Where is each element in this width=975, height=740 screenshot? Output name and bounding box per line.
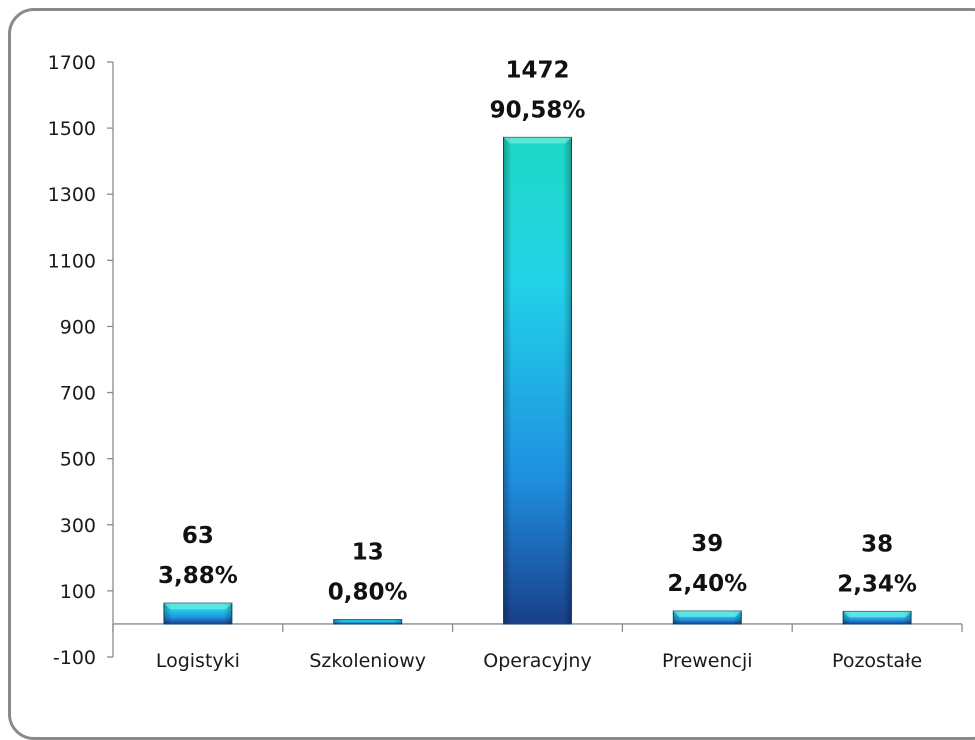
y-tick-label: 300: [60, 515, 96, 537]
y-tick-label: 100: [60, 581, 96, 603]
bar-bevel-top: [673, 611, 742, 618]
category-label: Szkoleniowy: [309, 650, 426, 672]
y-tick-label: 1300: [48, 184, 96, 206]
percent-label: 90,58%: [490, 97, 586, 123]
category-label: Pozostałe: [832, 650, 922, 672]
bar-bevel-top: [843, 611, 912, 618]
bar-bevel-top: [503, 137, 572, 144]
value-label: 38: [861, 531, 893, 557]
value-label: 39: [691, 531, 723, 557]
labels: Logistyki 63 3,88% Szkoleniowy 13 0,80% Operac…: [156, 57, 922, 672]
percent-label: 2,34%: [837, 571, 917, 597]
y-tick-label: -100: [53, 647, 96, 669]
value-label: 1472: [505, 57, 569, 83]
bar-bevel: [503, 137, 572, 624]
y-tick-label: 700: [60, 383, 96, 405]
value-label: 63: [182, 523, 214, 549]
percent-label: 3,88%: [158, 563, 238, 589]
y-tick-label: 1500: [48, 118, 96, 140]
category-label: Logistyki: [156, 650, 240, 672]
bar-chart: 1700 1500 1300 1100 900 700 500 300 100 -100 Logi…: [48, 52, 963, 672]
y-tick-label: 1700: [48, 52, 96, 74]
y-tick-label: 1100: [48, 250, 96, 272]
percent-label: 2,40%: [667, 571, 747, 597]
value-label: 13: [352, 540, 384, 566]
bars: [163, 136, 912, 625]
category-label: Operacyjny: [483, 650, 591, 672]
y-tick-label: 500: [60, 449, 96, 471]
category-label: Prewencji: [662, 650, 752, 672]
y-tick-label: 900: [60, 316, 96, 338]
bar-bevel-top: [163, 603, 232, 610]
bar-bevel: [333, 619, 402, 624]
percent-label: 0,80%: [328, 580, 408, 606]
